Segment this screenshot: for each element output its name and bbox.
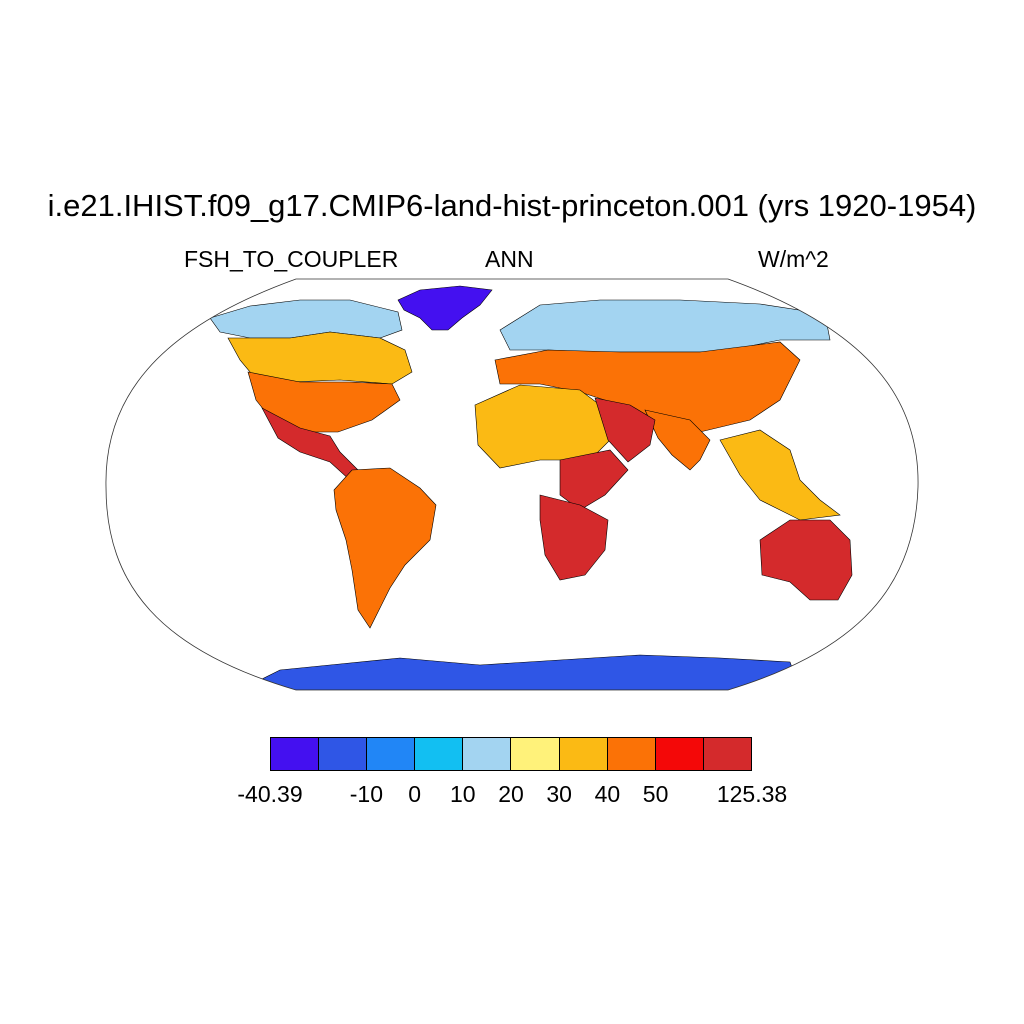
colorbar-swatch [607,738,656,770]
figure-title: i.e21.IHIST.f09_g17.CMIP6-land-hist-prin… [47,188,977,223]
colorbar [270,737,752,771]
colorbar-swatch [367,738,416,770]
season-label: ANN [485,246,534,272]
colorbar-tick-label: 50 [642,781,669,807]
north-america-north [209,299,403,339]
colorbar-swatch [703,738,751,770]
colorbar-swatch [319,738,368,770]
sahara [474,384,611,469]
variable-label: FSH_TO_COUPLER [184,246,399,272]
colorbar-swatch [271,738,320,770]
colorbar-tick-label: 40 [594,781,621,807]
india [644,409,711,471]
greenland-region [397,285,493,331]
colorbar-tick-label: -10 [349,781,384,807]
central-asia [494,341,801,433]
colorbar-tick-label: 20 [498,781,524,807]
colorbar-swatch [655,738,704,770]
south-america [333,467,437,629]
antarctica [239,654,801,690]
globe-outline [105,278,919,691]
colorbar-tick-label: 30 [546,781,572,807]
colorbar-tick-label: 10 [450,781,476,807]
colorbar-swatch [511,738,560,770]
colorbar-tick-label: 125.38 [716,781,788,807]
australia [759,519,853,601]
colorbar-swatch [463,738,512,770]
colorbar-tick-label: 0 [408,781,421,807]
colorbar-swatch [415,738,464,770]
horn-of-africa [559,449,629,511]
units-label: W/m^2 [758,246,829,272]
colorbar-swatch [559,738,608,770]
arabian-peninsula [594,397,656,463]
southern-africa [539,494,609,581]
southeast-asia [719,429,841,521]
colorbar-tick-label: -40.39 [237,781,303,807]
